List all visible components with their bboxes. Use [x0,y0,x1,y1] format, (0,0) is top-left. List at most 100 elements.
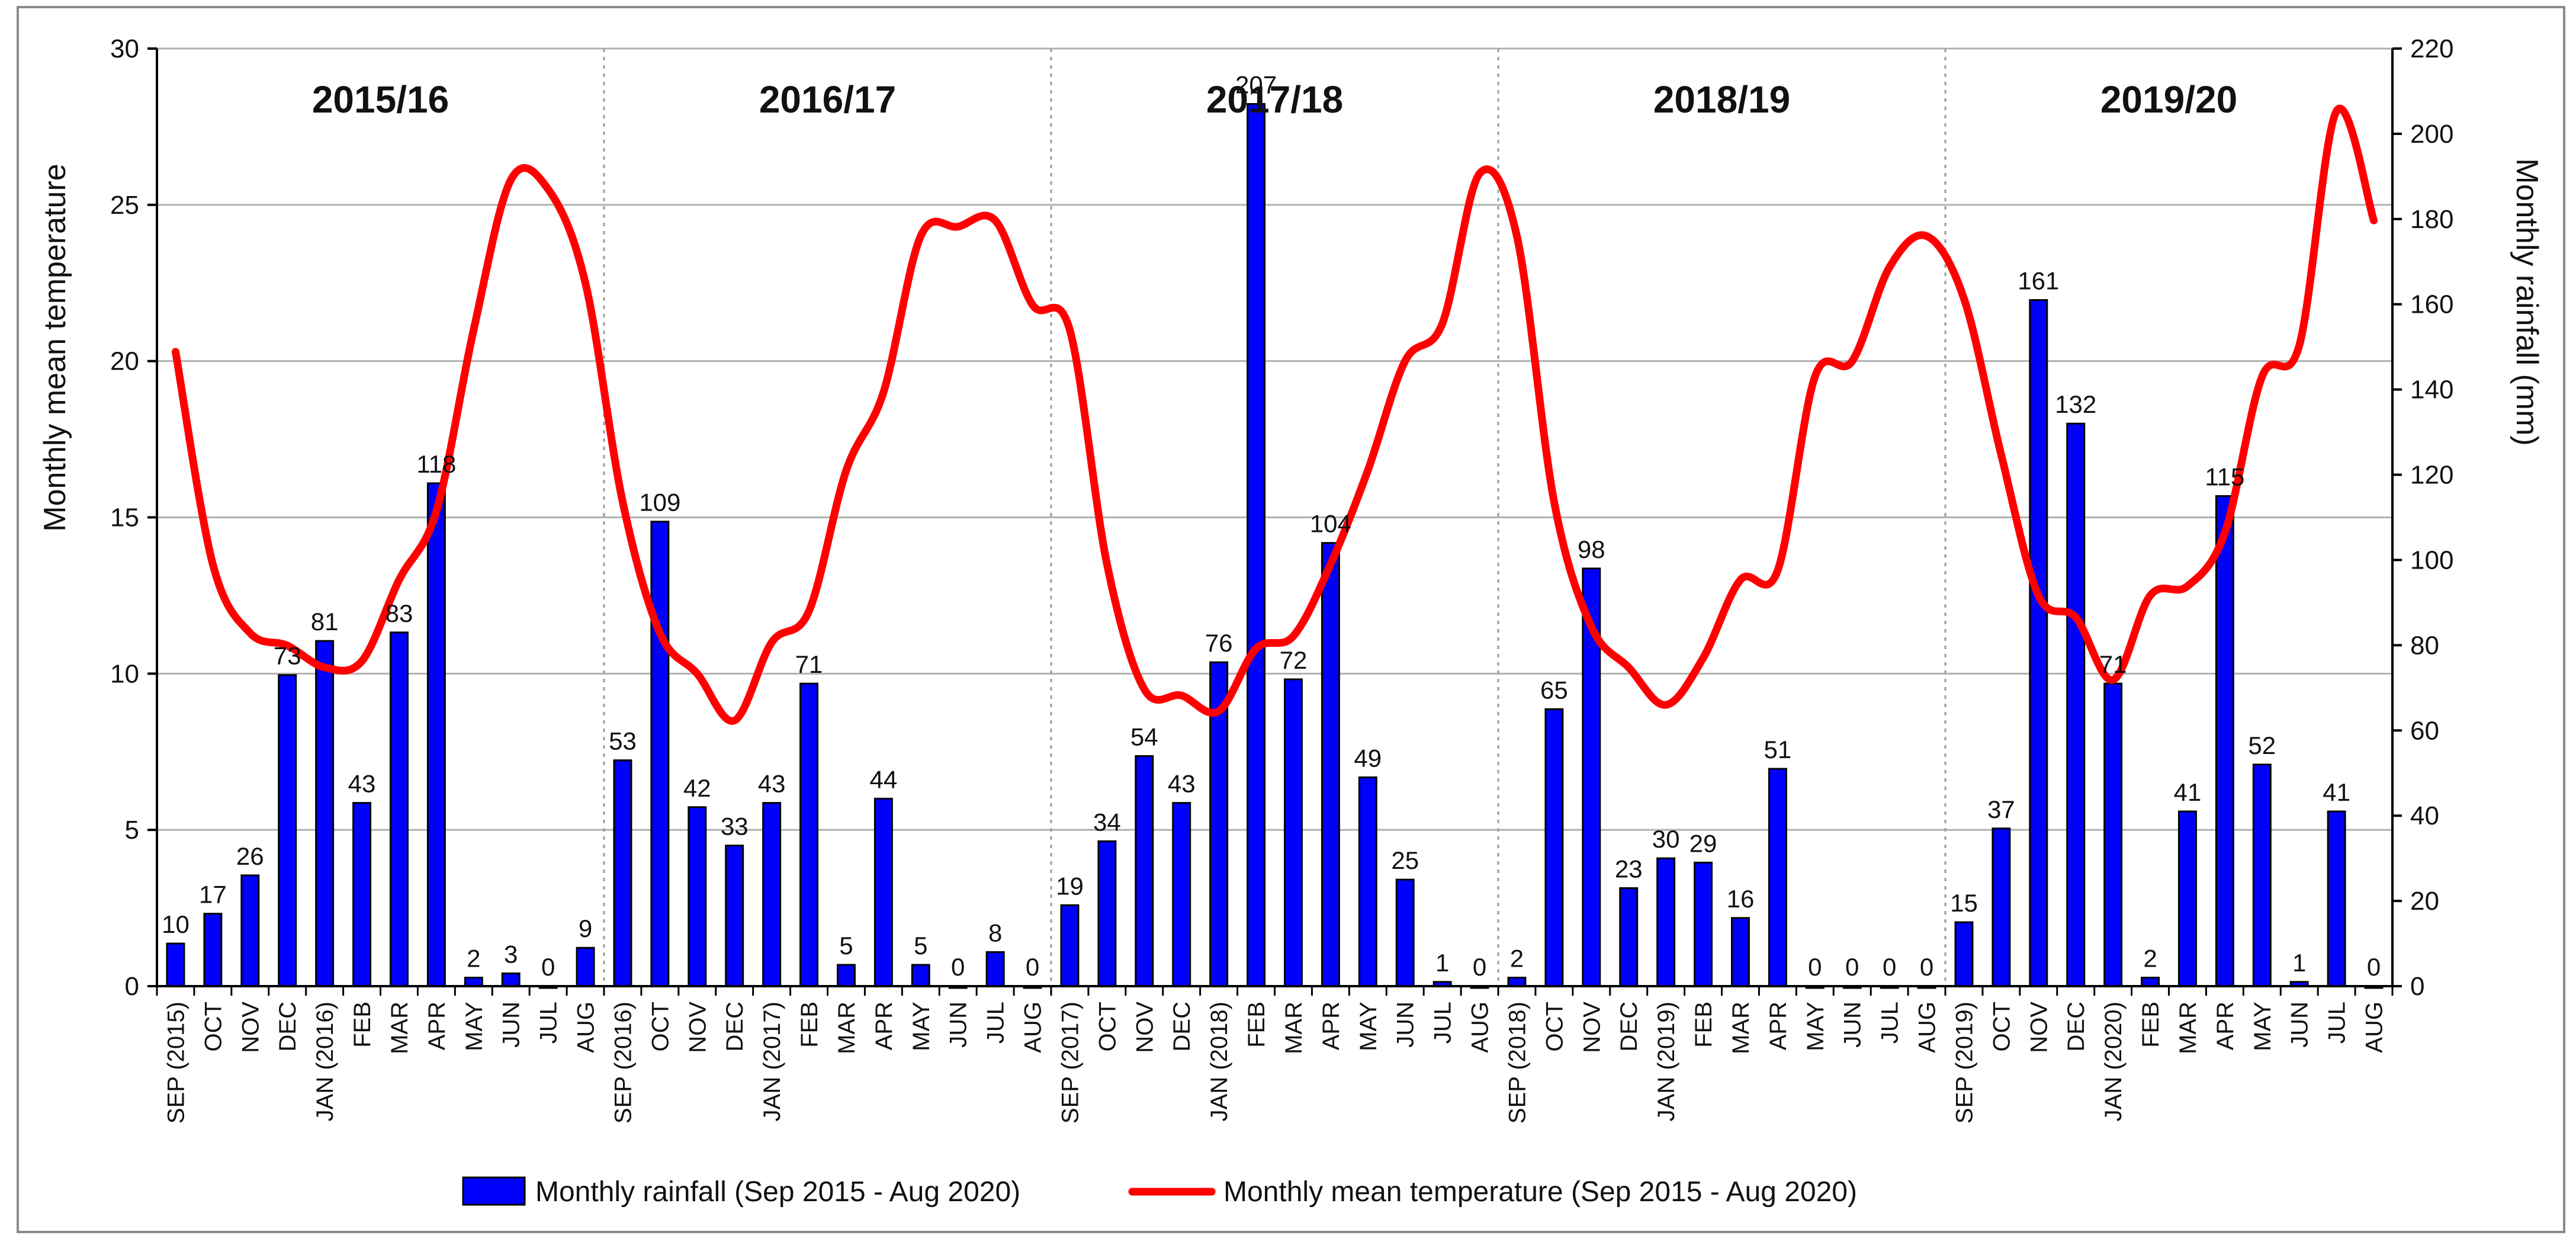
x-tick-label-33: JUN [1393,1002,1419,1048]
x-tick-label-11: AUG [573,1002,599,1053]
x-tick-label-49: OCT [1989,1002,2015,1051]
right-tick-label-20: 20 [2410,887,2439,916]
x-tick-label-25: OCT [1094,1002,1120,1051]
rainfall-label-21: 0 [951,953,965,981]
rainfall-bar-22 [985,951,1005,987]
right-tick-label-180: 180 [2410,205,2453,234]
x-tick-label-59: AUG [2362,1002,2388,1053]
rainfall-label-19: 44 [870,765,898,793]
x-tick-label-31: APR [1318,1002,1344,1050]
rainfall-bar-8 [464,977,483,987]
rainfall-bar-25 [1097,840,1117,987]
x-tick-label-3: DEC [275,1002,301,1051]
rainfall-label-0: 10 [162,910,189,938]
rainfall-bar-13 [650,521,670,987]
rainfall-bar-53 [2141,977,2160,987]
rainfall-label-36: 2 [1510,945,1524,973]
rainfall-label-43: 51 [1764,736,1792,763]
rainfall-label-38: 98 [1578,535,1605,563]
rainfall-label-12: 53 [609,727,637,755]
season-label-1: 2016/17 [759,78,896,121]
rainfall-label-53: 2 [2143,945,2157,973]
rainfall-bar-54 [2177,810,2197,987]
rainfall-bar-51 [2066,422,2086,987]
rainfall-bar-18 [836,964,856,987]
x-tick-label-48: SEP (2019) [1951,1002,1977,1124]
season-label-2: 2017/18 [1206,78,1343,121]
rainfall-label-52: 71 [2099,650,2127,678]
x-tick-label-40: JAN (2019) [1653,1002,1679,1121]
legend-temperature-label: Monthly mean temperature (Sep 2015 - Aug… [1223,1176,1857,1208]
rainfall-bar-14 [688,806,707,987]
x-tick-label-34: JUL [1430,1002,1456,1044]
rainfall-bar-11 [576,946,595,987]
rainfall-label-25: 34 [1093,808,1121,836]
rainfall-bar-26 [1135,755,1154,987]
temperature-line [171,105,2378,725]
x-tick-label-43: APR [1765,1002,1791,1050]
rainfall-label-31: 104 [1310,510,1351,538]
rainfall-bar-50 [2029,299,2048,987]
x-tick-label-18: MAR [834,1002,860,1054]
rainfall-label-45: 0 [1845,953,1859,981]
x-tick-label-12: SEP (2016) [610,1002,636,1124]
rainfall-bar-16 [762,802,782,987]
right-tick-label-200: 200 [2410,120,2453,149]
right-tick-label-40: 40 [2410,801,2439,830]
x-tick-label-27: DEC [1169,1002,1195,1051]
rainfall-bar-52 [2103,682,2123,987]
left-tick-label-0: 0 [125,972,139,1001]
rainfall-bar-32 [1358,776,1377,987]
x-tick-label-30: MAR [1281,1002,1307,1054]
rainfall-label-47: 0 [1920,953,1933,981]
rainfall-bar-12 [613,759,632,987]
x-tick-label-15: DEC [722,1002,748,1051]
rainfall-label-48: 15 [1950,889,1978,917]
left-tick-label-10: 10 [110,659,139,688]
rainfall-label-24: 19 [1056,872,1084,900]
rainfall-label-3: 73 [274,642,301,670]
rainfall-label-29: 207 [1235,71,1277,99]
x-tick-label-51: DEC [2063,1002,2089,1051]
x-tick-label-13: OCT [647,1002,673,1051]
x-tick-label-47: AUG [1915,1002,1941,1053]
rainfall-label-13: 109 [639,489,680,516]
rainfall-bar-0 [166,942,185,987]
left-tick-label-5: 5 [125,816,139,845]
x-tick-label-57: JUN [2287,1002,2313,1048]
season-dividers [603,49,1947,986]
x-tick-label-21: JUN [946,1002,972,1048]
x-tick-label-6: MAR [387,1002,413,1054]
rainfall-bar-4 [315,640,335,987]
rainfall-bar-17 [799,682,819,987]
rainfall-bar-39 [1619,887,1639,987]
x-tick-label-46: JUL [1877,1002,1903,1044]
season-label-0: 2015/16 [312,78,449,121]
rainfall-label-44: 0 [1808,953,1822,981]
rainfall-label-8: 2 [467,945,480,973]
rainfall-label-35: 0 [1473,953,1486,981]
rainfall-bar-9 [501,972,521,987]
rainfall-label-50: 161 [2018,267,2059,295]
rainfall-bar-36 [1507,977,1527,987]
rainfall-label-6: 83 [386,599,413,627]
x-tick-label-4: JAN (2016) [312,1002,338,1121]
right-tick-label-160: 160 [2410,290,2453,319]
rainfall-bar-3 [278,674,297,987]
x-tick-label-54: MAR [2175,1002,2201,1054]
x-tick-label-56: MAY [2250,1002,2276,1051]
rainfall-bar-37 [1544,708,1564,987]
rainfall-label-2: 26 [236,842,264,870]
x-tick-label-53: FEB [2138,1002,2164,1048]
right-tick-label-100: 100 [2410,546,2453,575]
x-axis-ticks: SEP (2015) OCT NOV DEC JAN (2016) FEB MAR APR MA… [156,986,2394,1124]
rainfall-bar-27 [1172,802,1191,987]
rainfall-label-27: 43 [1168,770,1196,798]
rainfall-label-22: 8 [988,919,1002,946]
x-tick-label-35: AUG [1467,1002,1493,1053]
x-tick-label-19: APR [871,1002,897,1050]
rainfall-label-58: 41 [2323,778,2350,806]
x-tick-label-17: FEB [796,1002,823,1048]
rainfall-label-54: 41 [2174,778,2202,806]
rainfall-label-17: 71 [795,650,823,678]
